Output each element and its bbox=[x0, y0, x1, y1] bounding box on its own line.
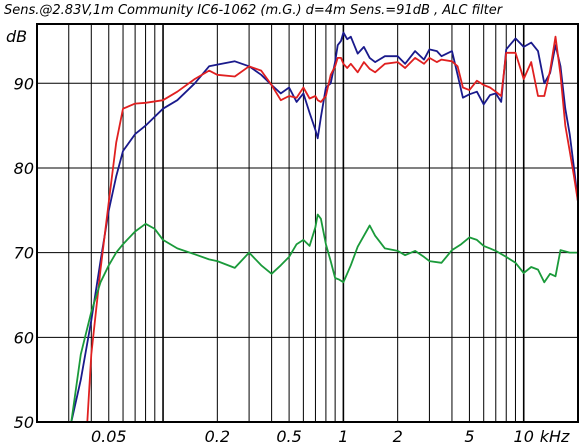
series-line-2 bbox=[86, 35, 579, 423]
series-line-3 bbox=[70, 213, 578, 423]
x-unit-label: kHz bbox=[540, 427, 570, 443]
y-tick-label: 70 bbox=[14, 244, 34, 263]
series-lines bbox=[70, 31, 579, 423]
plot-border bbox=[36, 23, 579, 423]
x-tick-label: 10 bbox=[514, 427, 534, 443]
x-tick-label: 0.5 bbox=[276, 427, 301, 443]
y-tick-label: 60 bbox=[14, 328, 34, 347]
x-tick-label: 1 bbox=[338, 427, 348, 443]
grid-lines bbox=[37, 24, 578, 423]
x-tick-label: 0.2 bbox=[205, 427, 230, 443]
x-tick-label: 2 bbox=[393, 427, 403, 443]
chart-title: Sens.@2.83V,1m Community IC6-1062 (m.G.)… bbox=[4, 3, 504, 18]
y-tick-label: 50 bbox=[14, 413, 34, 432]
y-tick-label: 80 bbox=[14, 159, 34, 178]
series-line-1 bbox=[70, 31, 579, 423]
y-tick-labels: 50 60 70 80 90 bbox=[14, 74, 34, 432]
y-axis-label: dB bbox=[6, 27, 27, 46]
x-tick-labels: 0.05 0.2 0.5 1 2 5 10 kHz bbox=[91, 427, 570, 443]
x-tick-label: 0.05 bbox=[91, 427, 127, 443]
x-tick-label: 5 bbox=[464, 427, 474, 443]
y-tick-label: 90 bbox=[14, 74, 34, 93]
